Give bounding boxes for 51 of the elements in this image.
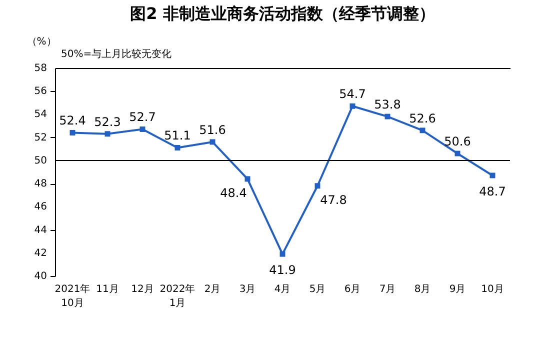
- x-tick-label: 9月: [449, 284, 466, 295]
- point: [244, 176, 250, 182]
- data-label: 50.6: [444, 134, 471, 149]
- x-tick-label: 3月: [239, 284, 256, 295]
- data-label: 41.9: [269, 263, 296, 278]
- data-label: 52.7: [129, 110, 156, 124]
- data-label: 52.6: [409, 111, 436, 126]
- point: [174, 144, 180, 150]
- x-tick-label: 7月: [379, 284, 396, 295]
- x-tick-label: 10月: [481, 284, 504, 295]
- point: [490, 172, 496, 178]
- y-tick-label: 46: [34, 202, 47, 213]
- data-label: 54.7: [339, 87, 366, 102]
- x-tick-label: 8月: [414, 284, 431, 295]
- data-label: 48.7: [479, 184, 506, 198]
- point: [210, 139, 216, 145]
- data-label: 48.4: [220, 186, 247, 200]
- data-label: 51.1: [164, 128, 191, 143]
- x-tick-label: 2月: [204, 284, 221, 295]
- y-tick-label: 40: [34, 271, 47, 282]
- data-label: 52.3: [94, 114, 121, 129]
- point: [420, 128, 426, 134]
- y-tick-label: 50: [34, 155, 47, 166]
- y-tick-label: 54: [34, 109, 47, 120]
- data-label: 51.6: [199, 122, 226, 137]
- y-tick-label: 52: [34, 132, 47, 144]
- data-label: 52.4: [59, 114, 86, 128]
- chart-title: 图2 非制造业商务活动指数（经季节调整）: [130, 4, 435, 23]
- y-tick-label: 44: [34, 224, 47, 236]
- x-tick-label: 12月: [131, 284, 154, 295]
- y-axis-title: （%）: [26, 36, 56, 48]
- x-tick-label: 5月: [309, 284, 326, 295]
- point: [70, 130, 76, 136]
- x-tick-label: 2021年 10月: [54, 283, 90, 309]
- y-tick-label: 48: [34, 178, 47, 190]
- y-tick-label: 56: [34, 86, 47, 98]
- point: [314, 183, 320, 189]
- y-tick-label: 58: [34, 63, 47, 74]
- x-tick-label: 2022年 1月: [160, 283, 196, 309]
- text: 50%=与上月比较无变化: [61, 48, 172, 60]
- point: [384, 114, 390, 120]
- x-tick-label: 6月: [344, 284, 361, 295]
- x-tick-label: 11月: [96, 284, 119, 295]
- x-tick-label: 4月: [274, 284, 291, 295]
- point: [350, 103, 356, 109]
- data-label: 53.8: [374, 98, 401, 112]
- y-tick-label: 42: [34, 248, 47, 259]
- point: [280, 251, 286, 257]
- point: [104, 131, 110, 137]
- point: [140, 126, 146, 132]
- data-label: 47.8: [320, 192, 347, 207]
